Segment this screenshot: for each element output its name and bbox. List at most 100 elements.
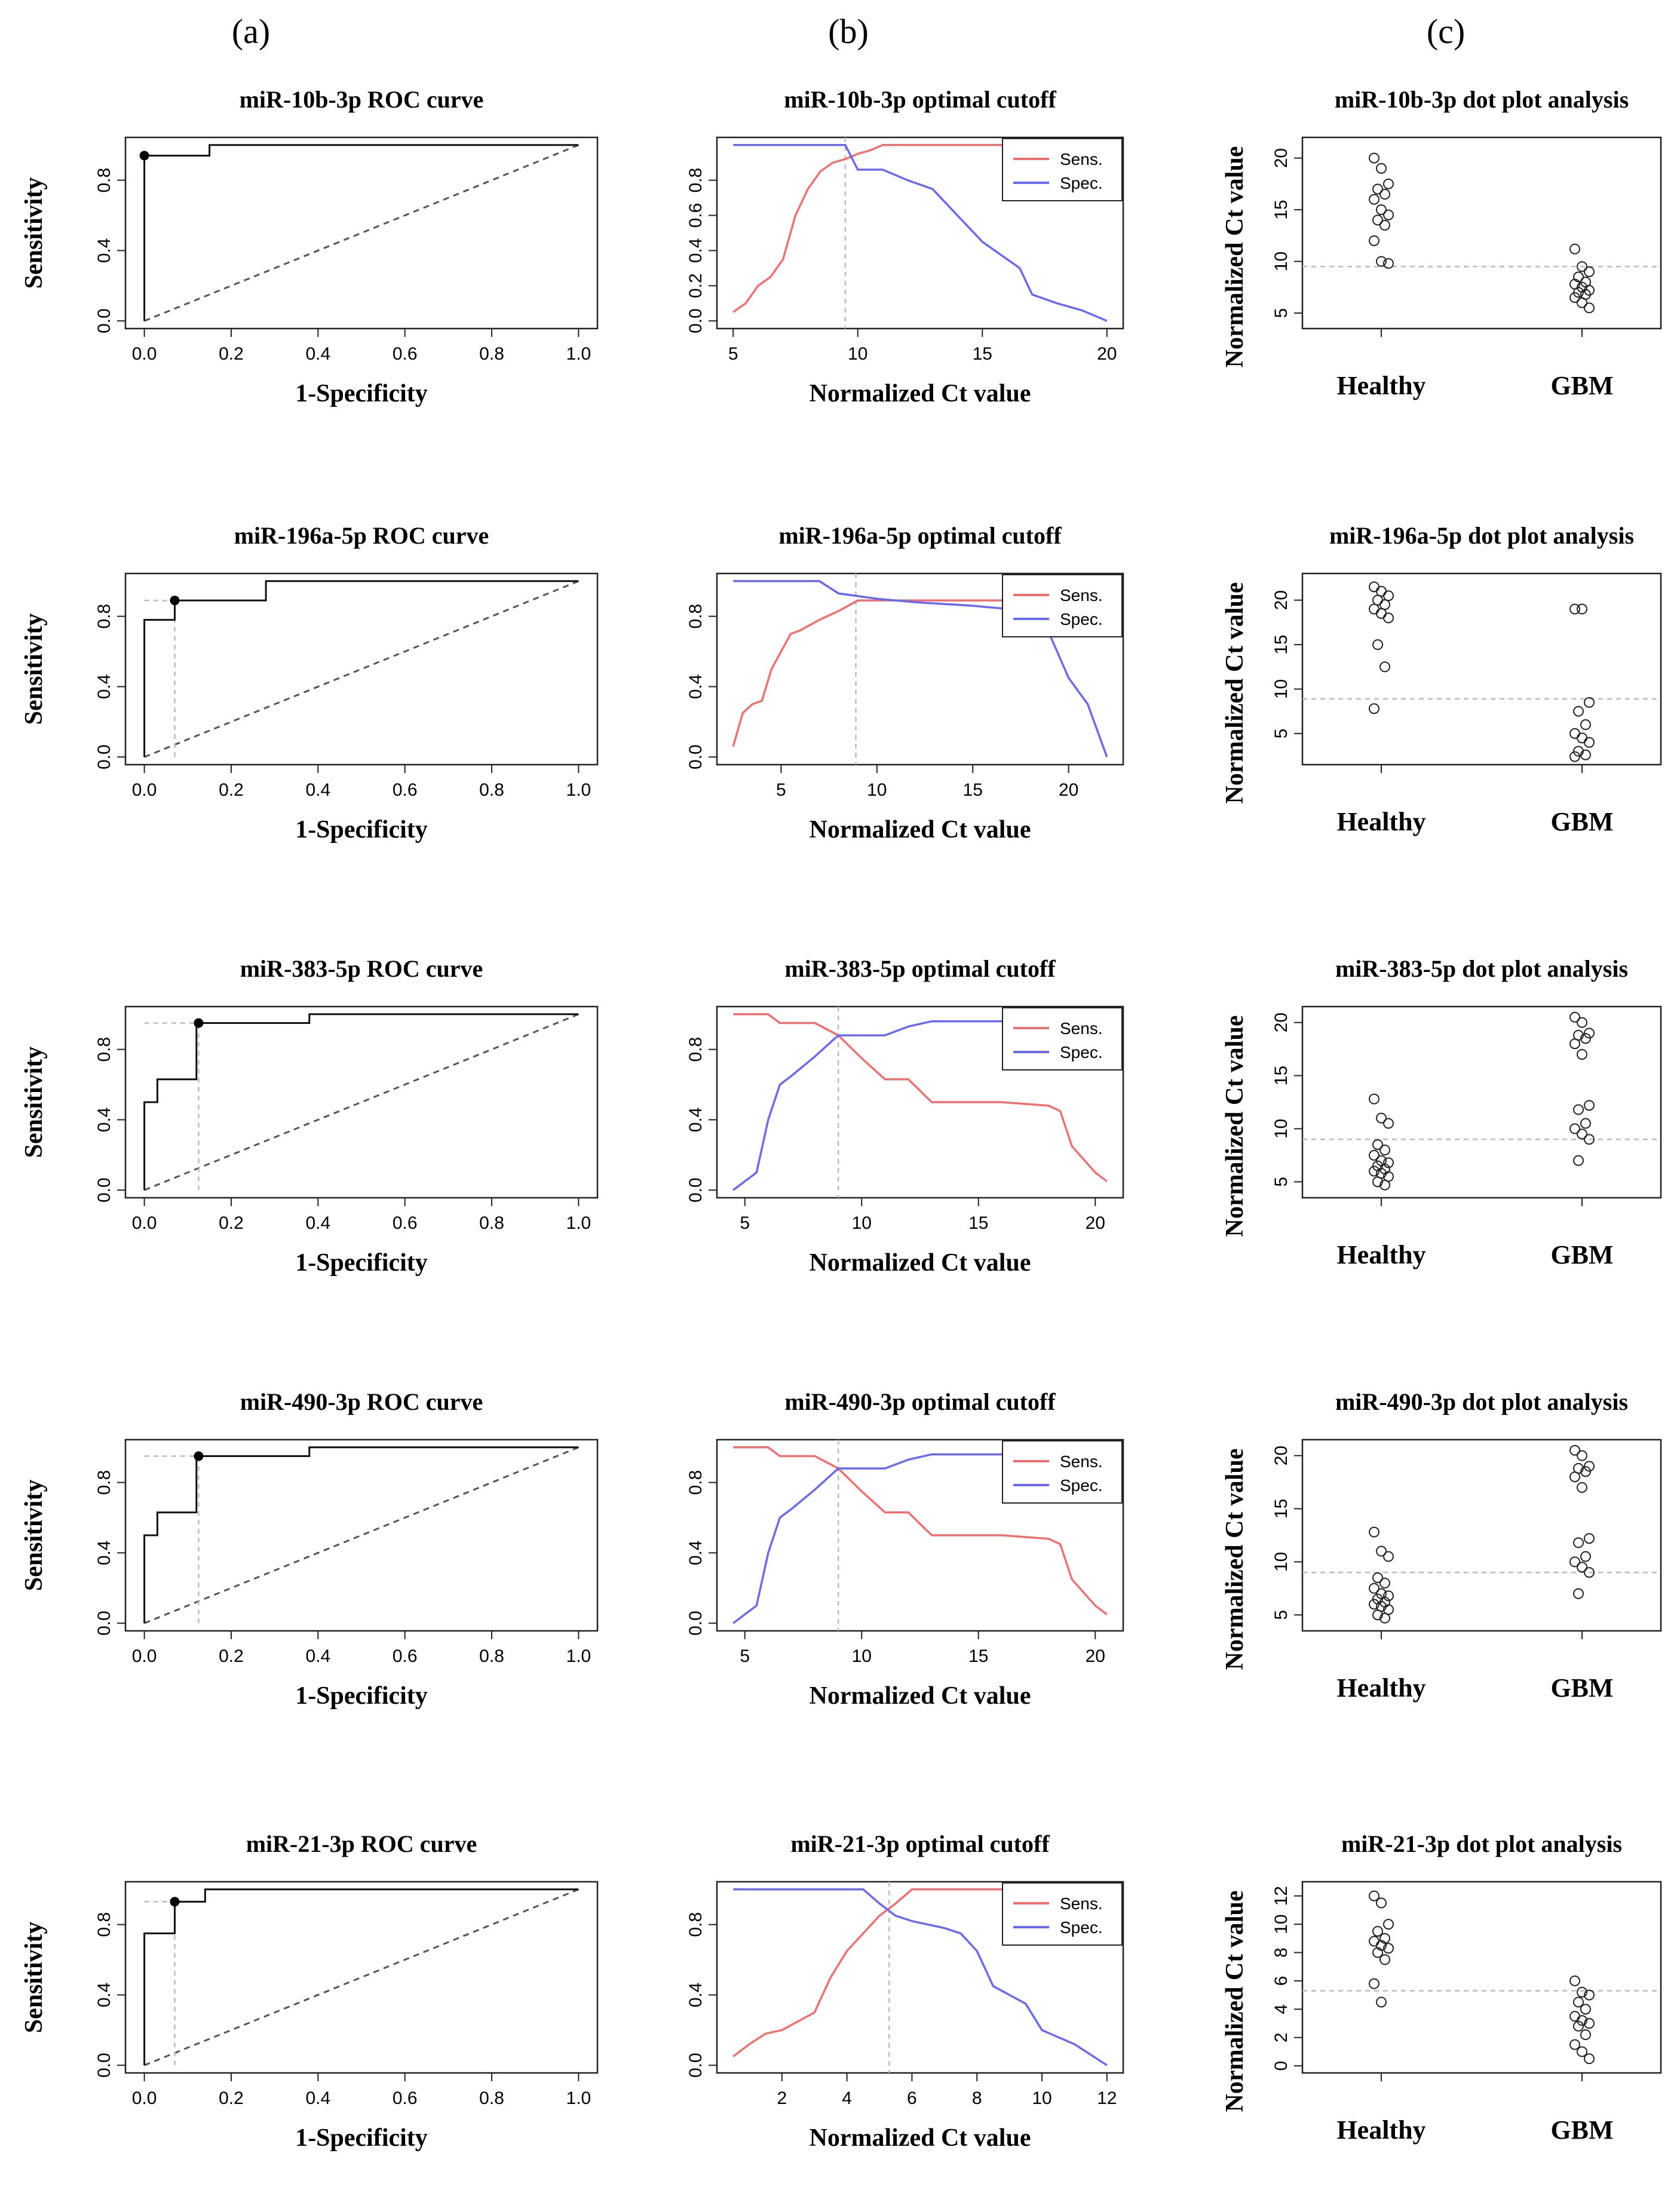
data-point-healthy bbox=[1379, 661, 1390, 673]
y-tick-label: 15 bbox=[1271, 1066, 1291, 1085]
y-tick-label: 0 bbox=[1271, 2061, 1291, 2071]
legend-label-sens: Sens. bbox=[1060, 1452, 1103, 1471]
y-tick-label: 15 bbox=[1271, 634, 1291, 654]
data-point-gbm bbox=[1584, 2053, 1595, 2065]
y-tick-label: 0.8 bbox=[686, 1037, 706, 1062]
x-tick-label: 0.0 bbox=[132, 780, 157, 800]
legend-box bbox=[1002, 1440, 1123, 1504]
x-tick-label: 0.6 bbox=[393, 780, 418, 800]
data-point-gbm bbox=[1584, 697, 1595, 708]
data-point-gbm bbox=[1569, 1975, 1580, 1986]
data-point-gbm bbox=[1569, 728, 1580, 739]
data-point-gbm bbox=[1580, 1466, 1591, 1477]
y-axis-label: Sensitivity bbox=[20, 177, 48, 289]
data-point-gbm bbox=[1577, 1986, 1587, 1998]
legend-label-sens: Sens. bbox=[1060, 1894, 1103, 1913]
reference-diagonal bbox=[144, 144, 579, 322]
legend-label-spec: Spec. bbox=[1060, 610, 1103, 628]
y-tick-label: 0.4 bbox=[686, 238, 706, 263]
data-point-healthy bbox=[1369, 194, 1379, 205]
data-point-gbm bbox=[1577, 732, 1587, 744]
data-point-gbm bbox=[1573, 1588, 1584, 1599]
optimal-point bbox=[194, 1018, 204, 1028]
chart-title: miR-10b-3p optimal cutoff bbox=[784, 86, 1056, 113]
chart-title: miR-383-5p ROC curve bbox=[240, 955, 483, 982]
data-point-healthy bbox=[1376, 204, 1387, 216]
y-axis-label: Normalized Ct value bbox=[1221, 1449, 1249, 1670]
plot-frame bbox=[716, 1438, 1124, 1632]
data-point-gbm bbox=[1577, 2046, 1587, 2057]
data-point-gbm bbox=[1584, 737, 1595, 748]
panel-dot-3: miR-383-5p dot plot analysis 5 10 15 20 Healt… bbox=[1221, 955, 1662, 1269]
y-tick-label: 20 bbox=[1271, 1013, 1291, 1032]
data-point-healthy bbox=[1369, 235, 1379, 246]
panels: miR-10b-3p ROC curve 0.0 0.2 0.4 0.6 0.8 1.0 0.… bbox=[20, 86, 1662, 2152]
data-point-healthy bbox=[1369, 1599, 1379, 1610]
x-tick-label: 15 bbox=[963, 780, 983, 800]
plot-frame bbox=[716, 572, 1124, 766]
data-point-gbm bbox=[1577, 603, 1587, 615]
data-point-healthy bbox=[1379, 1145, 1390, 1155]
roc-curve bbox=[143, 1446, 579, 1624]
x-tick-label: 5 bbox=[740, 1646, 750, 1666]
data-point-healthy bbox=[1372, 594, 1383, 606]
data-point-gbm bbox=[1580, 719, 1591, 731]
reference-diagonal bbox=[144, 1446, 579, 1624]
y-tick-label: 0.0 bbox=[686, 1177, 706, 1203]
y-axis-label: Sensitivity bbox=[20, 1922, 48, 2033]
plot-frame bbox=[1301, 1438, 1662, 1632]
data-point-healthy bbox=[1369, 1582, 1379, 1594]
x-tick-label: 15 bbox=[968, 1213, 988, 1233]
y-tick-label: 0.4 bbox=[686, 674, 706, 700]
x-tick-label: 0.8 bbox=[479, 344, 504, 364]
x-tick-label: 0.6 bbox=[393, 1213, 418, 1233]
x-tick-label: 4 bbox=[842, 2088, 852, 2108]
data-point-gbm bbox=[1569, 1444, 1580, 1456]
legend-label-spec: Spec. bbox=[1060, 174, 1103, 192]
legend-label-spec: Spec. bbox=[1060, 1476, 1103, 1495]
sensitivity-line bbox=[733, 1013, 1108, 1182]
x-tick-label: 0.4 bbox=[305, 1213, 330, 1233]
data-point-healthy bbox=[1372, 1925, 1383, 1937]
x-tick-label: 10 bbox=[848, 344, 867, 364]
panel-roc-4: miR-490-3p ROC curve 0.0 0.2 0.4 0.6 0.8 1.0 0.… bbox=[20, 1388, 599, 1710]
data-point-gbm bbox=[1569, 1011, 1580, 1023]
x-axis-label: 1-Specificity bbox=[295, 2124, 428, 2152]
y-tick-label: 0.0 bbox=[686, 2053, 706, 2078]
data-point-healthy bbox=[1372, 1947, 1383, 1958]
data-point-gbm bbox=[1573, 2020, 1584, 2032]
x-axis-label: 1-Specificity bbox=[295, 1682, 428, 1710]
x-tick-label: 0.2 bbox=[219, 1646, 244, 1666]
data-point-healthy bbox=[1376, 608, 1387, 619]
plot-frame bbox=[124, 1438, 599, 1632]
data-point-healthy bbox=[1369, 1165, 1379, 1177]
data-point-gbm bbox=[1577, 1049, 1587, 1060]
y-axis-label: Normalized Ct value bbox=[1221, 1016, 1249, 1237]
data-point-gbm bbox=[1584, 1461, 1595, 1472]
data-point-gbm bbox=[1580, 2029, 1591, 2040]
optimal-point bbox=[170, 596, 180, 606]
data-point-healthy bbox=[1372, 639, 1383, 651]
data-point-gbm bbox=[1577, 1450, 1587, 1461]
data-point-healthy bbox=[1372, 1609, 1383, 1621]
chart-title: miR-21-3p optimal cutoff bbox=[790, 1830, 1050, 1857]
y-tick-label: 5 bbox=[1271, 729, 1291, 739]
specificity-line bbox=[732, 1453, 1107, 1624]
data-point-gbm bbox=[1577, 2015, 1587, 2026]
data-point-gbm bbox=[1569, 2039, 1580, 2050]
data-point-healthy bbox=[1372, 1572, 1383, 1584]
plot-frame bbox=[124, 1881, 599, 2074]
chart-title: miR-10b-3p dot plot analysis bbox=[1335, 86, 1629, 113]
x-tick-label: 5 bbox=[728, 344, 738, 364]
y-tick-label: 0.8 bbox=[686, 168, 706, 193]
x-tick-label: 15 bbox=[973, 344, 992, 364]
data-point-gbm bbox=[1569, 603, 1580, 615]
data-point-gbm bbox=[1569, 1123, 1580, 1134]
chart-title: miR-383-5p dot plot analysis bbox=[1335, 955, 1628, 982]
y-tick-label: 0.0 bbox=[686, 1611, 706, 1636]
x-tick-label: 0.2 bbox=[219, 780, 244, 800]
x-tick-label: 10 bbox=[867, 780, 887, 800]
x-tick-label: 0.2 bbox=[219, 1213, 244, 1233]
plot-frame bbox=[1301, 1005, 1662, 1199]
data-point-healthy bbox=[1383, 1551, 1394, 1562]
